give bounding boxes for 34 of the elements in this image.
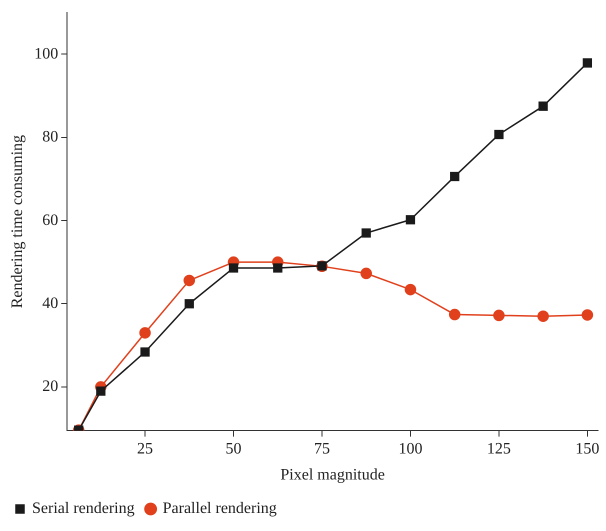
point: [273, 263, 282, 273]
point: [450, 172, 460, 182]
point: [360, 268, 372, 280]
x-tick-label: 75: [314, 440, 330, 458]
point: [537, 310, 549, 322]
point: [362, 228, 371, 238]
point: [184, 274, 196, 286]
point: [494, 130, 504, 140]
x-tick-label: 100: [398, 440, 422, 458]
x-tick-label: 125: [486, 440, 511, 458]
legend-label: Parallel rendering: [162, 500, 277, 518]
x-tick-label: 50: [226, 440, 242, 458]
x-tick-label: 25: [137, 440, 154, 458]
y-tick-label: 80: [42, 128, 58, 146]
point: [184, 299, 194, 308]
point: [406, 215, 416, 224]
x-axis-title: Pixel magnitude: [280, 466, 385, 484]
point: [582, 309, 594, 321]
point: [404, 284, 416, 296]
point: [140, 347, 150, 357]
y-tick-label: 20: [42, 378, 58, 396]
legend-label: Serial rendering: [32, 500, 135, 518]
point: [139, 327, 151, 339]
x-tick-label: 150: [575, 440, 600, 458]
point: [228, 263, 238, 273]
y-tick-label: 40: [42, 294, 58, 312]
point: [448, 308, 460, 320]
y-tick-label: 100: [34, 45, 58, 62]
point: [582, 58, 592, 68]
y-axis-title: Rendering time consuming: [8, 134, 26, 308]
point: [493, 310, 505, 322]
point: [538, 102, 548, 111]
point: [96, 386, 106, 396]
y-tick-label: 60: [42, 212, 58, 229]
